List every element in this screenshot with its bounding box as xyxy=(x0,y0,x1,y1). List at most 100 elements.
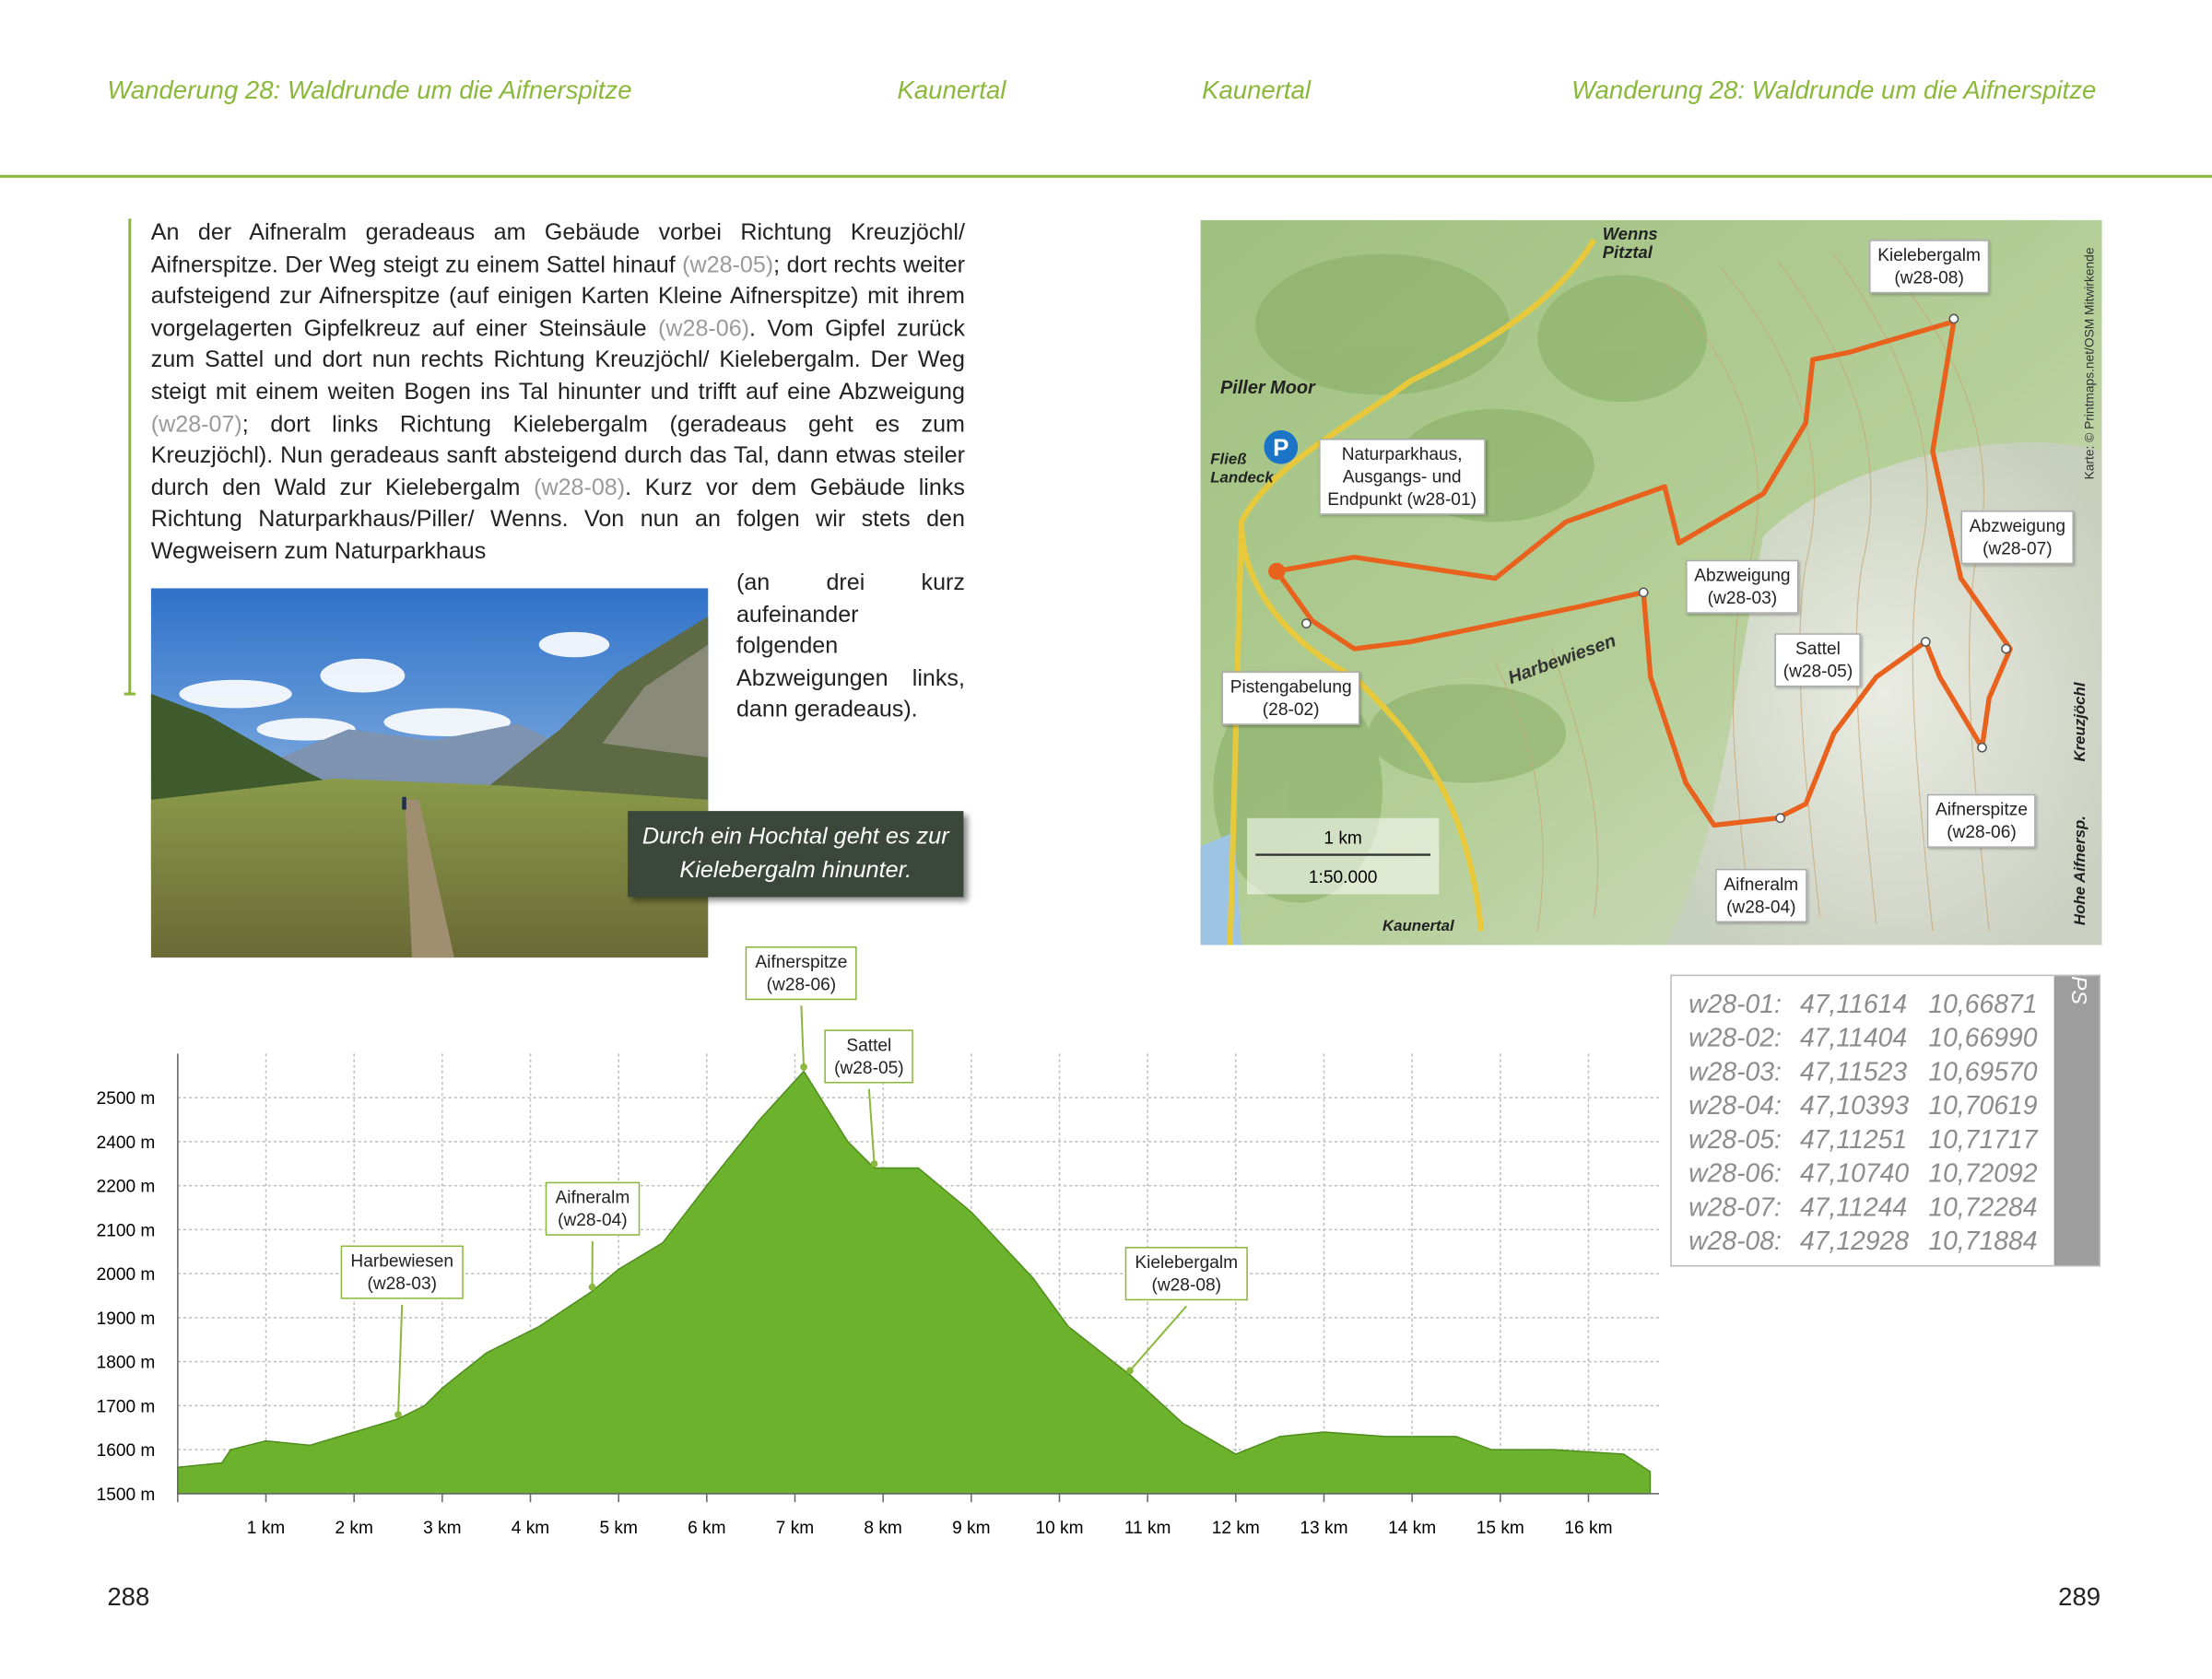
annotation-label: Aifnerspitze (w28-06) xyxy=(745,946,858,1001)
x-tick-label: 7 km xyxy=(776,1519,814,1538)
map-label-line: (28-02) xyxy=(1262,699,1320,720)
x-tick-label: 15 km xyxy=(1477,1519,1524,1538)
parking-label: P xyxy=(1273,433,1288,461)
map-place-line: Pitztal xyxy=(1602,242,1653,263)
y-tick-label: 1500 m xyxy=(97,1485,156,1505)
map-place: Piller Moor xyxy=(1220,378,1315,396)
circle xyxy=(1775,813,1785,824)
header-region: Kaunertal xyxy=(1202,76,1312,105)
text-run: ; dort rechts weiter aufsteigend zur Aif… xyxy=(150,252,965,342)
x-tick-label: 6 km xyxy=(688,1519,725,1538)
y-tick-label: 1800 m xyxy=(97,1354,156,1373)
header-title: Wanderung 28: Waldrunde um die Aifnerspi… xyxy=(107,76,632,105)
waypoint-ref: (w28-05) xyxy=(682,252,774,277)
map-place-line: Wenns xyxy=(1602,224,1658,244)
annotation-dot xyxy=(800,1063,807,1071)
gps-cell: 47,11614 xyxy=(1800,988,1908,1019)
map-start xyxy=(1268,562,1286,581)
x-tick-label: 12 km xyxy=(1212,1519,1260,1538)
map-label-line: Sattel xyxy=(1794,639,1841,659)
gps-cell: 47,11523 xyxy=(1800,1056,1908,1086)
gps-cell: 10,69570 xyxy=(1928,1056,2038,1086)
gps-cell: 47,11251 xyxy=(1800,1123,1908,1155)
map-label-line: (w28-07) xyxy=(1983,538,2053,559)
gps-cell: 47,10393 xyxy=(1800,1090,1910,1121)
y-tick-label: 1700 m xyxy=(97,1397,156,1416)
waypoint-ref: (w28-06) xyxy=(658,315,750,342)
gps-cell: 10,66990 xyxy=(1928,1022,2038,1052)
text-run: . Vom Gipfel zurück zum Sattel und dort … xyxy=(150,315,965,405)
distant-mountains xyxy=(264,723,574,786)
map-place-line: Kaunertal xyxy=(1382,918,1454,935)
gps-cell: 10,70619 xyxy=(1928,1090,2038,1121)
circle xyxy=(1977,742,1987,753)
map-label: Abzweigung (w28-03) xyxy=(1686,559,1799,614)
page-number: 288 xyxy=(107,1582,150,1611)
annotation-label: Harbewiesen (w28-03) xyxy=(340,1245,464,1299)
x-tick-label: 1 km xyxy=(247,1519,285,1538)
gps-heading: GPS xyxy=(2066,959,2091,1004)
waypoint-ref: (w28-07) xyxy=(150,411,242,437)
x-tick-label: 10 km xyxy=(1035,1519,1083,1538)
ellipse xyxy=(179,679,292,709)
x-tick-label: 16 km xyxy=(1564,1519,1612,1538)
map-place-line: Landeck xyxy=(1210,469,1274,487)
map-label-line: Aifnerspitze xyxy=(1935,799,2028,820)
page-number: 289 xyxy=(2058,1582,2101,1611)
circle xyxy=(1948,313,1959,324)
map-label: Aifnerspitze (w28-06) xyxy=(1926,793,2037,848)
map-label-line: Abzweigung xyxy=(1969,516,2065,536)
annotation-line: (w28-06) xyxy=(766,974,837,995)
map-label-line: Aifneralm xyxy=(1724,874,1799,895)
circle xyxy=(1300,618,1312,628)
ellipse xyxy=(538,631,610,658)
map-credit: Karte: © Printmaps.net/OSM Mitwirkende xyxy=(2082,247,2096,479)
scale-box xyxy=(1247,817,1440,895)
annotation-leader xyxy=(800,1005,806,1067)
text-run: ; dort links Richtung Kielebergalm (gera… xyxy=(150,411,965,500)
map-place: Wenns Pitztal xyxy=(1602,224,1658,263)
x-tick-label: 4 km xyxy=(512,1519,549,1538)
path xyxy=(1551,648,1599,917)
map-label: Naturparkhaus, Ausgangs- und Endpunkt (w28… xyxy=(1319,439,1486,515)
map-place: Kreuzjöchl xyxy=(2071,682,2088,761)
map-place-line: Piller Moor xyxy=(1219,376,1315,398)
paragraph-continuation: (an drei kurz aufeinander folgenden Abzw… xyxy=(735,569,965,723)
waypoint-ref: (w28-08) xyxy=(534,475,626,500)
gps-cell: w28-08: xyxy=(1688,1226,1782,1256)
ellipse xyxy=(1368,684,1566,783)
map-label-line: (w28-03) xyxy=(1707,588,1778,608)
map-label-line: Kielebergalm xyxy=(1877,245,1981,265)
gps-cell: w28-01: xyxy=(1688,988,1782,1019)
rock xyxy=(602,644,709,757)
map-label: Pistengabelung (28-02) xyxy=(1221,671,1360,725)
path xyxy=(1494,663,1544,932)
gps-cell: w28-03: xyxy=(1688,1056,1782,1086)
map-label-line: Abzweigung xyxy=(1694,565,1791,586)
annotation-leader xyxy=(397,1304,404,1415)
annotation-leader xyxy=(867,1088,876,1165)
gps-cell: 10,72092 xyxy=(1928,1157,2038,1188)
map-place: Fließ Landeck xyxy=(1210,452,1273,488)
y-tick-label: 1900 m xyxy=(97,1309,156,1329)
annotation-dot xyxy=(394,1411,402,1418)
x-tick-label: 2 km xyxy=(335,1519,372,1538)
annotation-line: (w28-08) xyxy=(1151,1274,1221,1296)
path xyxy=(1833,253,1934,932)
gps-cell: 47,12928 xyxy=(1800,1226,1910,1256)
map-label: Aifneralm (w28-04) xyxy=(1715,868,1807,923)
scale-ratio: 1:50.000 xyxy=(1309,868,1377,887)
annotation-label: Kielebergalm (w28-08) xyxy=(1124,1247,1248,1301)
gps-cell: w28-07: xyxy=(1688,1192,1782,1222)
photo xyxy=(150,588,709,958)
ellipse xyxy=(1255,253,1510,395)
map-label: Abzweigung (w28-07) xyxy=(1960,511,2075,565)
annotation-label: Sattel (w28-05) xyxy=(824,1029,914,1084)
annotation-label: Aifneralm (w28-04) xyxy=(545,1181,640,1236)
photo-caption: Durch ein Hochtal geht es zur Kieleberga… xyxy=(628,811,964,898)
map-label-line: (w28-06) xyxy=(1947,822,2017,842)
gps-cell: w28-06: xyxy=(1688,1157,1782,1188)
header-rule xyxy=(0,174,2212,178)
gps-cell: 10,66871 xyxy=(1928,988,2038,1019)
